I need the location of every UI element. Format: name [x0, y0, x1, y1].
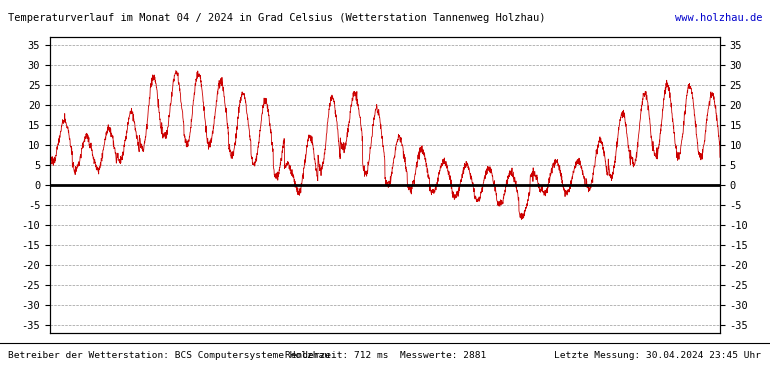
Text: www.holzhau.de: www.holzhau.de: [675, 13, 762, 23]
Text: Temperaturverlauf im Monat 04 / 2024 in Grad Celsius (Wetterstation Tannenweg Ho: Temperaturverlauf im Monat 04 / 2024 in …: [8, 13, 545, 23]
Text: Betreiber der Wetterstation: BCS Computersysteme Holzhau: Betreiber der Wetterstation: BCS Compute…: [8, 351, 330, 360]
Text: Letzte Messung: 30.04.2024 23:45 Uhr: Letzte Messung: 30.04.2024 23:45 Uhr: [554, 351, 762, 360]
Text: Messwerte: 2881: Messwerte: 2881: [400, 351, 487, 360]
Text: Renderzeit: 712 ms: Renderzeit: 712 ms: [285, 351, 388, 360]
